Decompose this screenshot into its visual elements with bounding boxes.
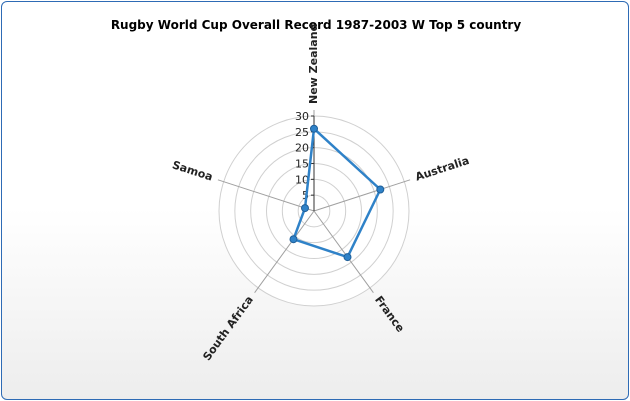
spoke-line (313, 179, 411, 212)
spoke-line (254, 210, 315, 293)
category-label: France (372, 293, 407, 334)
series-line (292, 127, 382, 259)
data-point (343, 253, 352, 262)
value-tick-label: 10 (295, 173, 309, 186)
category-label: New Zealand (307, 24, 320, 104)
data-point (310, 124, 318, 133)
value-tick-label: 25 (295, 126, 309, 139)
category-label: South Africa (200, 293, 256, 363)
value-tick-label: 30 (295, 110, 309, 123)
data-point (289, 235, 298, 244)
category-label: Samoa (171, 158, 215, 183)
data-point (301, 204, 309, 213)
data-point (376, 185, 385, 194)
value-tick-label: 15 (295, 158, 309, 171)
chart-title: Rugby World Cup Overall Record 1987-2003… (110, 18, 522, 32)
category-label: Australia (414, 154, 471, 184)
value-tick-label: 20 (295, 142, 309, 155)
spoke-line (313, 210, 374, 293)
spoke-line (217, 179, 315, 212)
